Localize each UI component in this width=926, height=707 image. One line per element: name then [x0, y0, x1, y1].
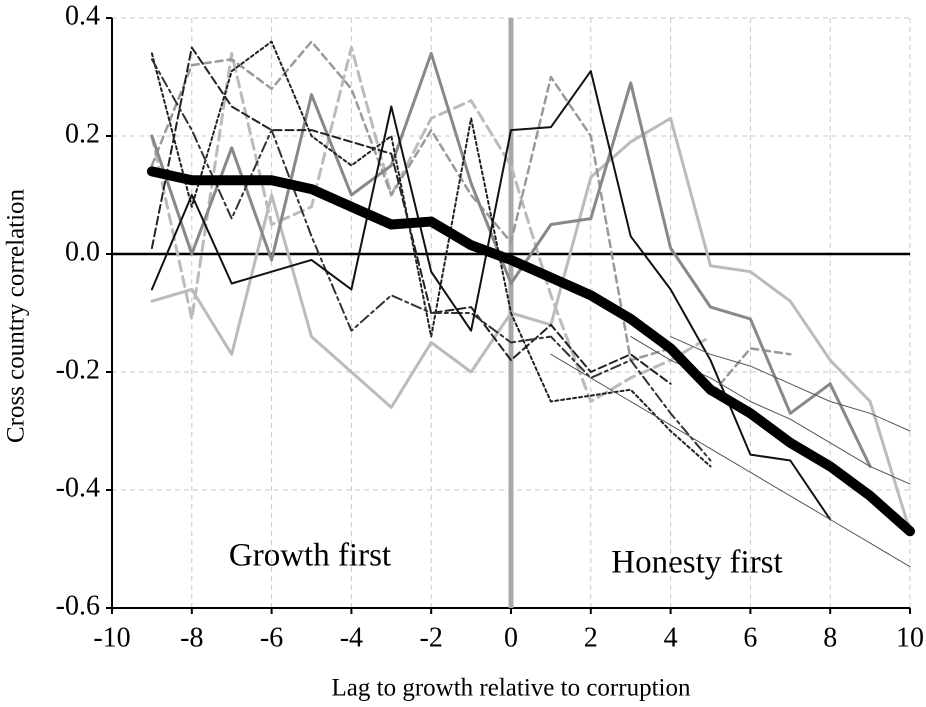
- y-tick-label: -0.4: [56, 472, 100, 503]
- series-line: [630, 336, 911, 485]
- x-tick-label: 4: [664, 622, 678, 653]
- y-tick-label: 0.2: [65, 118, 100, 149]
- x-tick-label: -2: [420, 622, 443, 653]
- x-tick-label: -10: [93, 622, 130, 653]
- x-tick-label: 0: [504, 622, 518, 653]
- series-line: [550, 353, 911, 568]
- y-axis-label: Cross country correlation: [3, 188, 30, 443]
- series-line: [150, 70, 832, 521]
- y-tick-label: 0.4: [65, 0, 100, 31]
- x-tick-label: -6: [260, 622, 283, 653]
- x-tick-label: -8: [180, 622, 203, 653]
- x-tick-label: 6: [743, 622, 757, 653]
- series-line: [150, 40, 712, 468]
- y-tick-label: -0.2: [56, 354, 100, 385]
- series-line: [150, 51, 872, 468]
- y-tick-label: -0.6: [56, 590, 100, 621]
- series-line: [146, 166, 915, 537]
- x-tick-label: 8: [823, 622, 837, 653]
- series-line: [150, 58, 712, 462]
- x-tick-label: 10: [896, 622, 924, 653]
- x-tick-label: -4: [340, 622, 363, 653]
- series-line: [150, 40, 792, 397]
- series-line: [150, 46, 672, 385]
- y-tick-label: 0.0: [65, 236, 100, 267]
- series-line: [150, 46, 712, 403]
- x-axis-label: Lag to growth relative to corruption: [332, 675, 691, 702]
- series-line: [150, 116, 912, 533]
- x-tick-label: 2: [584, 622, 598, 653]
- annotation: Honesty first: [611, 545, 782, 581]
- series-line: [670, 336, 911, 432]
- annotation: Growth first: [229, 538, 391, 574]
